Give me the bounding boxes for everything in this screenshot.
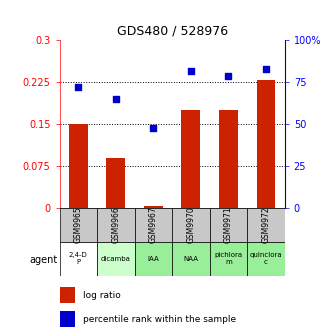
Bar — [135, 242, 172, 276]
Text: GSM9965: GSM9965 — [74, 207, 83, 244]
Bar — [60, 311, 75, 327]
Bar — [135, 208, 172, 242]
Bar — [97, 242, 135, 276]
Text: GSM9971: GSM9971 — [224, 207, 233, 244]
Text: agent: agent — [29, 255, 58, 265]
Bar — [247, 208, 285, 242]
Point — [226, 73, 231, 78]
Bar — [60, 242, 97, 276]
Text: GSM9966: GSM9966 — [111, 207, 120, 244]
Point — [151, 125, 156, 130]
Bar — [60, 287, 75, 303]
Text: NAA: NAA — [183, 256, 198, 262]
Point — [76, 85, 81, 90]
Bar — [172, 208, 210, 242]
Bar — [97, 208, 135, 242]
Text: log ratio: log ratio — [83, 291, 121, 299]
Bar — [257, 80, 275, 208]
Bar — [181, 110, 200, 208]
Bar — [219, 110, 238, 208]
Text: IAA: IAA — [148, 256, 159, 262]
Text: percentile rank within the sample: percentile rank within the sample — [83, 315, 237, 324]
Text: quinclora
c: quinclora c — [250, 252, 282, 265]
Text: pichlora
m: pichlora m — [214, 252, 242, 265]
Point — [188, 68, 194, 73]
Bar — [172, 242, 210, 276]
Bar — [69, 124, 88, 208]
Text: GSM9970: GSM9970 — [186, 207, 195, 244]
Point — [263, 66, 268, 72]
Point — [113, 96, 118, 102]
Bar — [107, 158, 125, 208]
Bar — [247, 242, 285, 276]
Text: GSM9967: GSM9967 — [149, 207, 158, 244]
Text: GSM9972: GSM9972 — [261, 207, 270, 244]
Text: 2,4-D
P: 2,4-D P — [69, 252, 88, 265]
Bar — [144, 206, 163, 208]
Text: dicamba: dicamba — [101, 256, 131, 262]
Title: GDS480 / 528976: GDS480 / 528976 — [117, 25, 228, 38]
Bar — [210, 242, 247, 276]
Bar — [60, 208, 97, 242]
Bar — [210, 208, 247, 242]
